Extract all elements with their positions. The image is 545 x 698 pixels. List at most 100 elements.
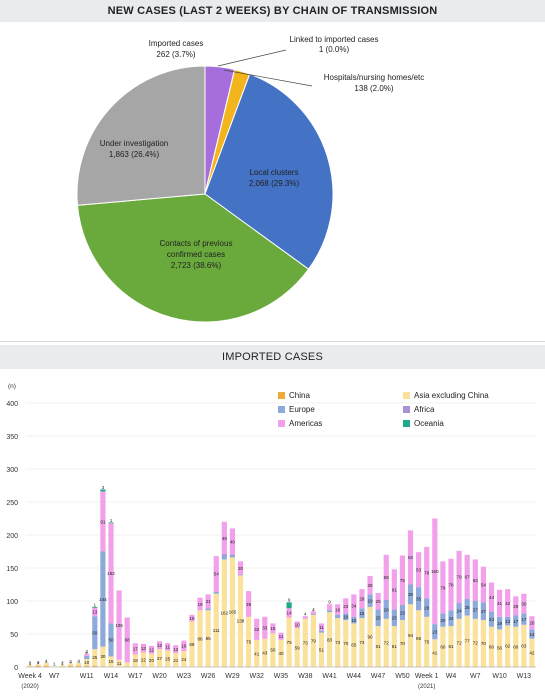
data-label-4-61: 30 (521, 601, 527, 606)
bar-seg-1-58 (496, 629, 503, 667)
bar-seg-4-12 (124, 617, 130, 663)
bar-seg-1-17 (165, 650, 171, 667)
bar-seg-0-5 (67, 665, 74, 667)
bar-seg-1-24 (221, 559, 227, 667)
data-label-1-34: 73 (303, 641, 309, 646)
data-label-1-55: 72 (473, 640, 479, 645)
bar-seg-4-25 (229, 528, 236, 555)
bar-seg-1-13 (132, 654, 138, 667)
data-label-2-8: 50 (92, 630, 98, 635)
data-label-4-47: 82 (408, 555, 414, 560)
x-tick-label-12: W41 (322, 673, 337, 680)
pie-slice-5 (76, 65, 206, 206)
bar-seg-4-37 (326, 604, 333, 611)
bar-seg-3-25 (229, 554, 236, 556)
bar-seg-4-14 (140, 643, 146, 653)
bar-seg-5-32 (286, 602, 292, 609)
bar-seg-1-26 (237, 575, 244, 667)
data-label-2-39: 10 (343, 615, 349, 620)
data-label-4-35: 4 (312, 607, 315, 612)
data-label-1-32: 75 (287, 640, 293, 645)
data-label-4-57: 44 (489, 595, 495, 600)
data-label-2-59: 13 (505, 619, 511, 624)
data-label-4-49: 78 (424, 570, 430, 575)
data-label-1-29: 43 (262, 651, 268, 656)
bar-seg-1-53 (456, 618, 462, 667)
data-label-4-8: 13 (92, 610, 98, 615)
panel-divider (0, 341, 545, 342)
data-label-1-46: 70 (400, 641, 406, 646)
data-label-2-56: 27 (481, 609, 487, 614)
bar-seg-4-15 (148, 645, 155, 654)
bar-seg-2-49 (424, 598, 430, 617)
bar-seg-5-8 (92, 606, 98, 608)
data-label-4-43: 25 (376, 599, 382, 604)
bar-seg-1-57 (488, 626, 495, 667)
bar-seg-4-18 (173, 645, 179, 654)
bar-seg-1-29 (262, 638, 268, 667)
bar-seg-4-52 (448, 558, 454, 611)
bar-seg-1-8 (92, 649, 98, 666)
x-tick-label-9: W32 (250, 673, 265, 680)
bar-seg-1-10 (108, 656, 114, 667)
bar-seg-4-24 (221, 521, 227, 555)
data-label-4-12: 68 (125, 638, 131, 643)
bar-seg-4-39 (343, 598, 349, 614)
bar-seg-1-48 (416, 610, 422, 667)
bar-seg-2-45 (391, 609, 397, 627)
x-tick-label-8: W29 (225, 673, 240, 680)
bar-seg-4-30 (270, 623, 276, 634)
bar-seg-4-27 (246, 591, 252, 617)
bar-seg-2-54 (464, 599, 470, 616)
bar-seg-4-62 (529, 616, 535, 630)
data-label-0-0: 1 (29, 662, 32, 667)
data-label-4-62: 20 (529, 621, 535, 626)
bar-seg-1-23 (213, 593, 219, 667)
data-label-1-45: 61 (392, 644, 398, 649)
bar-seg-2-48 (416, 587, 422, 611)
bar-seg-1-2 (43, 663, 49, 666)
bar-seg-3-24 (221, 554, 227, 556)
x-tick-label-1: W7 (49, 673, 60, 680)
bar-seg-1-60 (513, 626, 519, 667)
data-label-1-54: 77 (465, 639, 471, 644)
bar-seg-2-23 (213, 591, 219, 594)
data-label-1-18: 21 (173, 658, 179, 663)
data-label-4-13: 17 (133, 647, 139, 652)
bar-seg-4-21 (197, 597, 203, 611)
bar-seg-2-9 (100, 551, 106, 647)
data-label-4-23: 54 (214, 572, 220, 577)
data-label-1-50: 41 (432, 651, 438, 656)
data-label-1-40: 65 (351, 643, 357, 648)
bar-seg-2-39 (343, 613, 349, 621)
bar-seg-1-50 (432, 639, 438, 667)
legend-swatch-0 (278, 392, 285, 399)
legend-label-3: Africa (414, 405, 435, 414)
data-label-1-35: 79 (311, 639, 317, 644)
bar-seg-2-38 (335, 614, 341, 619)
bar-seg-1-62 (529, 638, 535, 667)
legend-label-5: Oceania (414, 419, 444, 428)
bar-seg-4-42 (367, 575, 373, 595)
bar-seg-1-0 (27, 665, 33, 667)
bar-seg-4-43 (375, 593, 381, 610)
data-label-1-10: 15 (108, 659, 114, 664)
data-label-4-52: 78 (448, 582, 454, 587)
bar-seg-1-51 (440, 626, 446, 667)
x-tick-label-4: W17 (128, 673, 143, 680)
bar-seg-1-54 (464, 615, 470, 667)
legend-label-4: Americas (289, 419, 322, 428)
data-label-1-20: 69 (189, 642, 195, 647)
data-label-1-0: 2 (29, 660, 32, 665)
bar-seg-1-59 (505, 625, 511, 667)
data-label-1-14: 22 (141, 658, 147, 663)
pie-title-bar (0, 0, 545, 22)
bar-seg-0-1 (35, 665, 41, 667)
x-tick-label-17: W4 (446, 673, 457, 680)
bar-seg-4-61 (521, 593, 527, 614)
data-label-4-30: 15 (270, 626, 276, 631)
bar-seg-1-61 (521, 624, 527, 667)
data-label-1-60: 60 (513, 644, 519, 649)
data-label-2-49: 28 (424, 605, 430, 610)
bar-seg-4-8 (92, 607, 98, 617)
